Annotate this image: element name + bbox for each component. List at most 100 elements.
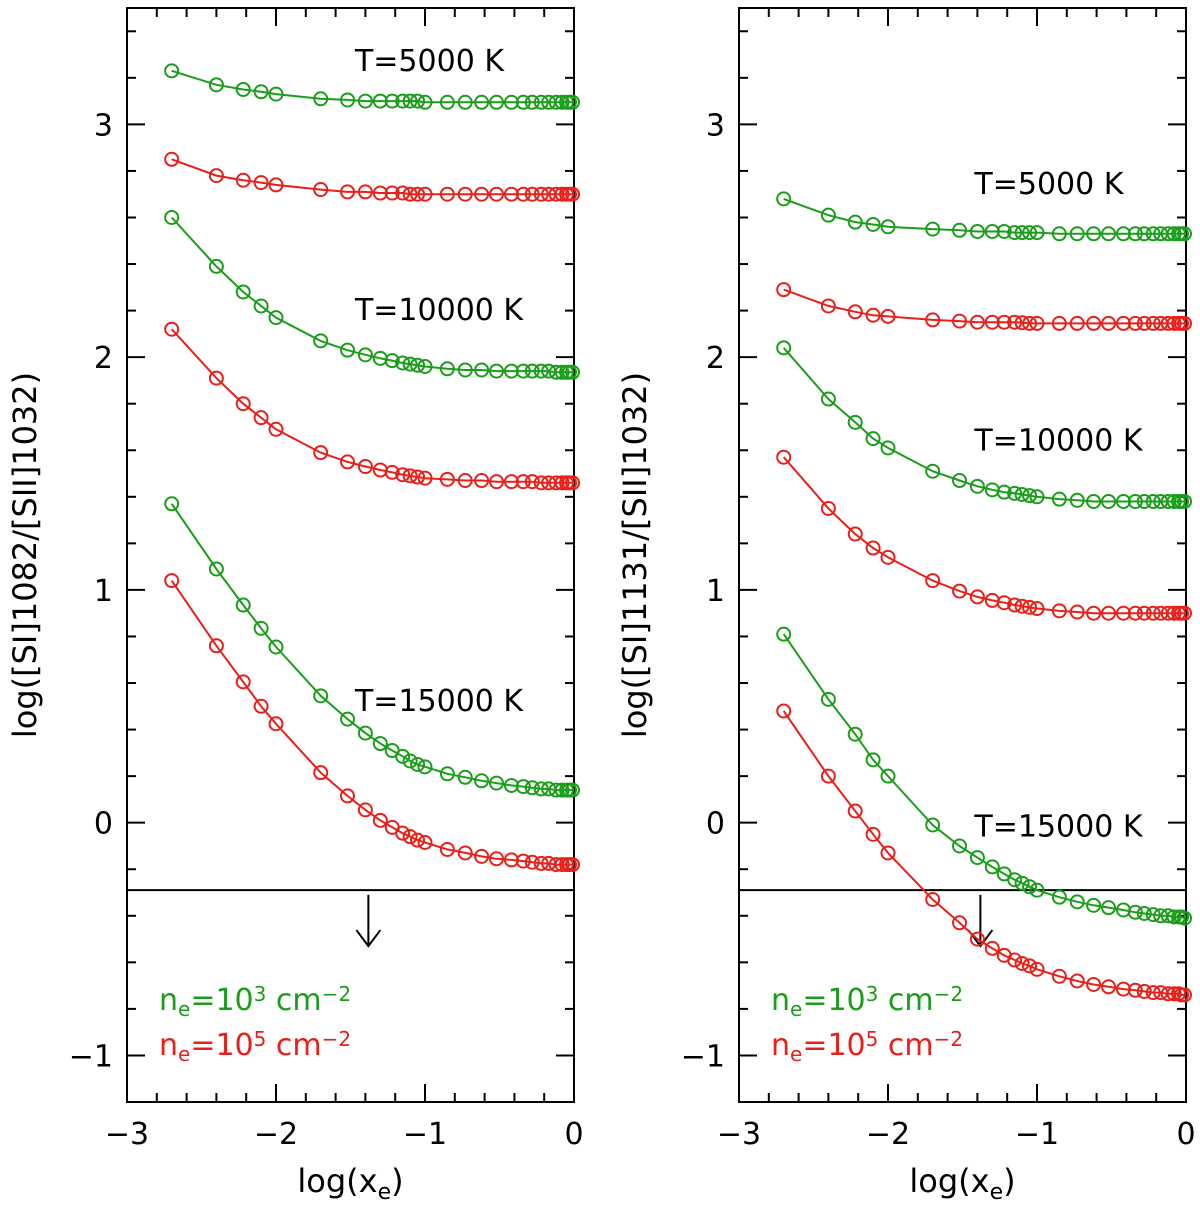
data-point bbox=[533, 363, 549, 379]
data-point bbox=[417, 186, 433, 202]
data-point bbox=[1166, 909, 1182, 925]
data-point bbox=[253, 698, 269, 714]
data-point bbox=[417, 834, 433, 850]
data-point bbox=[1007, 485, 1023, 501]
data-point bbox=[253, 84, 269, 100]
data-point bbox=[776, 626, 792, 642]
data-point bbox=[880, 845, 896, 861]
data-point bbox=[1051, 226, 1067, 242]
data-point bbox=[1145, 493, 1161, 509]
data-point bbox=[925, 573, 941, 589]
data-point bbox=[776, 449, 792, 465]
series-6 bbox=[776, 703, 1193, 1003]
data-point bbox=[1086, 315, 1102, 331]
data-point bbox=[1166, 986, 1182, 1002]
data-point bbox=[952, 313, 968, 329]
data-point bbox=[925, 221, 941, 237]
data-point bbox=[402, 753, 418, 769]
data-point bbox=[164, 496, 180, 512]
data-point bbox=[439, 94, 455, 110]
data-point bbox=[439, 186, 455, 202]
data-point bbox=[410, 357, 426, 373]
data-point bbox=[474, 94, 490, 110]
data-point bbox=[1007, 872, 1023, 888]
data-point bbox=[457, 473, 473, 489]
data-point bbox=[1136, 905, 1152, 921]
plot-frame bbox=[126, 7, 575, 1103]
data-point bbox=[253, 620, 269, 636]
data-point bbox=[395, 748, 411, 764]
data-point bbox=[1014, 875, 1030, 891]
series-4 bbox=[164, 321, 581, 491]
data-point bbox=[984, 314, 1000, 330]
data-point bbox=[357, 725, 373, 741]
data-point bbox=[1136, 983, 1152, 999]
temperature-label: T=15000 K bbox=[973, 810, 1143, 845]
data-point bbox=[880, 549, 896, 565]
data-point bbox=[1177, 987, 1193, 1003]
data-point bbox=[340, 454, 356, 470]
series-line bbox=[170, 503, 573, 792]
data-point bbox=[402, 829, 418, 845]
data-point bbox=[1166, 605, 1182, 621]
x-tick-label: 0 bbox=[564, 1117, 583, 1152]
data-point bbox=[439, 471, 455, 487]
data-point bbox=[1177, 910, 1193, 926]
data-point bbox=[384, 464, 400, 480]
data-point bbox=[865, 431, 881, 447]
data-point bbox=[1127, 493, 1143, 509]
data-point bbox=[524, 94, 540, 110]
data-point bbox=[208, 561, 224, 577]
data-point bbox=[489, 363, 505, 379]
arrow-head bbox=[355, 929, 382, 948]
data-point bbox=[1145, 226, 1161, 242]
y-tick-label: 0 bbox=[94, 807, 113, 842]
data-point bbox=[268, 639, 284, 655]
data-point bbox=[340, 788, 356, 804]
data-point bbox=[820, 500, 836, 516]
data-point bbox=[969, 931, 985, 947]
x-tick-label: −2 bbox=[254, 1117, 298, 1152]
data-point bbox=[235, 396, 251, 412]
data-point bbox=[984, 940, 1000, 956]
data-point bbox=[410, 832, 426, 848]
data-point bbox=[554, 782, 570, 798]
data-point bbox=[1086, 976, 1102, 992]
data-point bbox=[474, 186, 490, 202]
data-point bbox=[1127, 315, 1143, 331]
data-point bbox=[565, 857, 581, 873]
data-point bbox=[268, 310, 284, 326]
data-point bbox=[880, 768, 896, 784]
data-point bbox=[1136, 605, 1152, 621]
data-point bbox=[372, 93, 388, 109]
data-point bbox=[208, 370, 224, 386]
legend-entry: ne=105 cm−2 bbox=[159, 1027, 351, 1066]
data-point bbox=[208, 168, 224, 184]
series-line bbox=[782, 710, 1185, 996]
data-point bbox=[402, 186, 418, 202]
data-point bbox=[1177, 315, 1193, 331]
data-point bbox=[503, 474, 519, 490]
data-point bbox=[969, 223, 985, 239]
series-line bbox=[170, 580, 573, 866]
data-point bbox=[952, 473, 968, 489]
data-point bbox=[1007, 952, 1023, 968]
data-point bbox=[533, 781, 549, 797]
x-tick-label: −3 bbox=[717, 1117, 761, 1152]
data-point bbox=[402, 356, 418, 372]
data-point bbox=[313, 182, 329, 198]
series-line bbox=[171, 69, 573, 104]
data-point bbox=[847, 526, 863, 542]
data-point bbox=[820, 298, 836, 314]
data-point bbox=[847, 414, 863, 430]
data-point bbox=[515, 779, 531, 795]
data-point bbox=[1007, 597, 1023, 613]
y-axis-label: log([SI]1082/[SII]1032) bbox=[6, 372, 44, 738]
data-point bbox=[372, 812, 388, 828]
data-point bbox=[865, 307, 881, 323]
legend-entry: ne=105 cm−2 bbox=[771, 1027, 963, 1066]
series-line bbox=[170, 328, 573, 484]
x-tick-label: 0 bbox=[1176, 1117, 1195, 1152]
data-point bbox=[457, 186, 473, 202]
data-point bbox=[395, 93, 411, 109]
